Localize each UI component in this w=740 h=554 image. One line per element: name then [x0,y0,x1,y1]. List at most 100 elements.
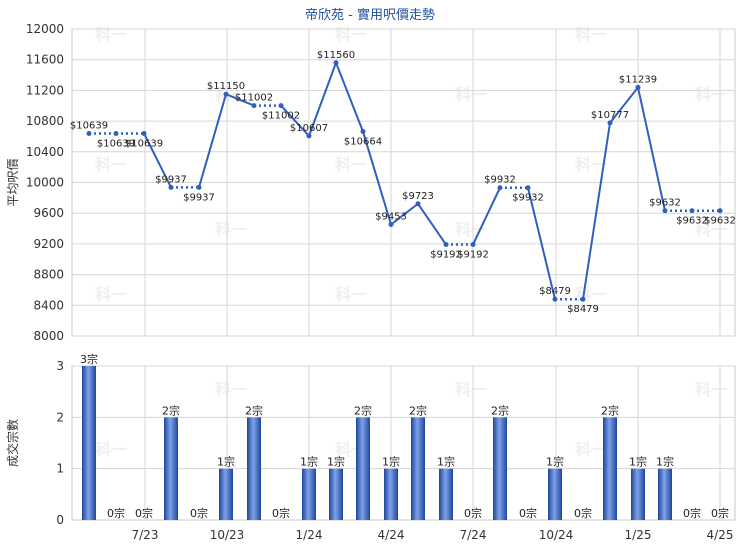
bar [548,468,562,520]
data-point [689,208,695,214]
y-tick-label: 12000 [26,22,64,36]
y-axis-title: 成交宗數 [5,419,20,467]
series-segment [362,131,392,225]
data-label: $11002 [262,111,300,122]
data-point [497,185,503,191]
bar-label: 1宗 [437,455,455,469]
bar [82,366,96,520]
data-point [251,103,257,109]
y-tick-label: 3 [56,359,64,373]
x-tick-label: 10/24 [539,528,574,542]
bar [603,417,617,520]
data-label: $9453 [375,211,407,222]
x-tick-label: 7/24 [460,528,487,542]
watermark-text: 科一 [575,440,607,459]
data-point [360,129,366,135]
watermark-text: 科一 [695,85,727,104]
series-segment [143,133,172,188]
series-segment [637,87,666,211]
data-label: $9723 [402,191,434,202]
watermark-text: 科一 [695,220,727,239]
bar-label: 2宗 [162,403,180,417]
data-point [525,185,531,191]
bar [439,468,453,520]
bar-label: 1宗 [300,455,318,469]
data-point [141,130,147,136]
data-label: $11239 [619,74,657,85]
bar-label: 0宗 [464,506,482,520]
bar [356,417,370,520]
series-segment [527,187,556,300]
data-point [306,133,312,139]
watermark-text: 科一 [335,25,367,44]
watermark-text: 科一 [575,155,607,174]
data-point [443,242,449,248]
bar-label: 0宗 [272,506,290,520]
data-label: $9632 [649,198,681,209]
bar-label: 1宗 [217,455,235,469]
data-point [635,84,641,90]
data-point [223,91,229,97]
plot-area-bottom [71,365,736,521]
bar-label: 1宗 [382,455,400,469]
bar-label: 2宗 [491,403,509,417]
y-tick-label: 1 [56,462,64,476]
y-tick-label: 2 [56,410,64,424]
data-label: $9932 [484,175,516,186]
bar-label: 0宗 [519,506,537,520]
watermark-text: 科一 [215,380,247,399]
data-point [662,208,668,214]
watermark-text: 科一 [95,25,127,44]
y-tick-label: 9600 [33,206,64,220]
y-tick-label: 10400 [26,145,64,159]
y-tick-label: 8800 [33,268,64,282]
data-label: $10639 [97,138,135,149]
data-point [168,184,174,190]
data-point [717,208,723,214]
bar [658,468,672,520]
bar-label: 0宗 [135,506,153,520]
bar [493,417,507,520]
bar-label: 1宗 [327,455,345,469]
series-segment [198,93,227,188]
y-tick-label: 11200 [26,83,64,97]
x-tick-label: 10/23 [210,528,245,542]
watermark-text: 科一 [575,25,607,44]
data-label: $8479 [567,304,599,315]
series-segment [609,86,639,124]
bar-label: 1宗 [656,455,674,469]
data-label: $9937 [155,174,187,185]
watermark-text: 科一 [335,155,367,174]
data-label: $11150 [207,81,245,92]
bar-label: 0宗 [711,506,729,520]
data-point [86,130,92,136]
series-segment [417,203,447,246]
bar-label: 2宗 [245,403,263,417]
watermark-text: 科一 [215,220,247,239]
y-tick-label: 9200 [33,237,64,251]
bar-label: 2宗 [601,403,619,417]
data-point [580,296,586,302]
y-axis-title: 平均呎價 [6,158,20,206]
x-tick-label: 1/25 [625,528,652,542]
data-label: $9632 [704,216,736,227]
data-point [607,120,613,126]
data-label: $9632 [676,216,708,227]
x-tick-label: 4/24 [378,528,405,542]
data-point [552,296,558,302]
data-label: $10639 [125,138,163,149]
data-point [470,242,476,248]
data-point [415,201,421,207]
bar [219,468,233,520]
bar-label: 0宗 [190,506,208,520]
data-point [196,184,202,190]
watermark-text: 科一 [95,285,127,304]
y-tick-label: 8400 [33,298,64,312]
series-segment [335,62,364,132]
watermark-text: 科一 [455,380,487,399]
series-segment [225,93,255,107]
series-segment [582,122,611,300]
bar-label: 0宗 [574,506,592,520]
